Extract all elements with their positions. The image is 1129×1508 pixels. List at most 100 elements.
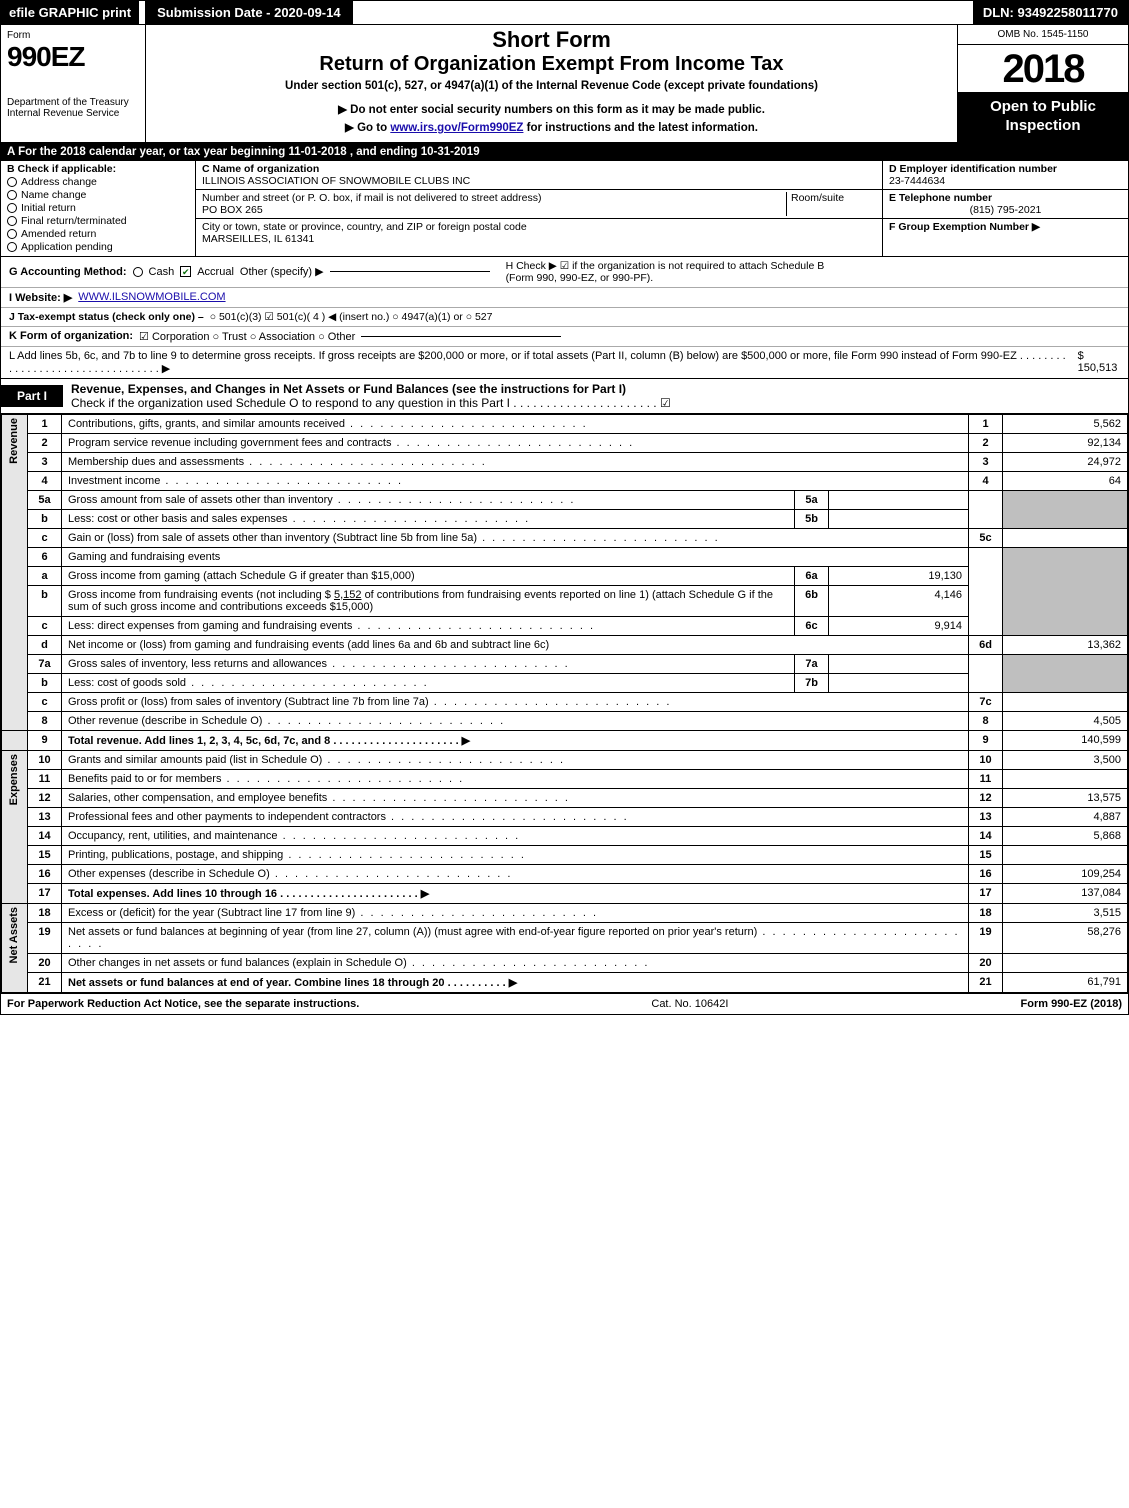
gray-6-amt [1003,547,1128,635]
table-row: b Gross income from fundraising events (… [2,585,1128,616]
table-row: Revenue 1 Contributions, gifts, grants, … [2,414,1128,433]
table-row: 15 Printing, publications, postage, and … [2,845,1128,864]
col-2: 2 [969,433,1003,452]
website-link[interactable]: WWW.ILSNOWMOBILE.COM [78,291,225,303]
g-accrual-check[interactable] [180,266,191,277]
k-opts: ☑ Corporation ○ Trust ○ Association ○ Ot… [139,330,355,343]
amt-9: 140,599 [1003,730,1128,750]
desc-1: Contributions, gifts, grants, and simila… [68,418,588,430]
desc-15: Printing, publications, postage, and shi… [68,849,526,861]
ln-18: 18 [28,903,62,922]
org-street: PO BOX 265 [202,204,263,216]
ein-value: 23-7444634 [889,175,945,187]
line-h: H Check ▶ ☑ if the organization is not r… [496,260,836,284]
ln-5a: 5a [28,490,62,509]
open-to-public: Open to Public Inspection [958,92,1128,142]
iamt-7a [829,654,969,673]
col-12: 12 [969,788,1003,807]
col-9: 9 [969,730,1003,750]
gray-5-amt [1003,490,1128,528]
gray-7-amt [1003,654,1128,692]
g-cash: Cash [149,266,175,278]
iamt-5b [829,509,969,528]
amt-3: 24,972 [1003,452,1128,471]
amt-17: 137,084 [1003,883,1128,903]
warning-ssn: ▶ Do not enter social security numbers o… [152,102,951,116]
desc-2: Program service revenue including govern… [68,437,634,449]
desc-3: Membership dues and assessments [68,456,487,468]
desc-17: Total expenses. Add lines 10 through 16 … [68,888,429,900]
g-other-blank[interactable] [330,271,490,272]
ln-13: 13 [28,807,62,826]
ilbl-7b: 7b [795,673,829,692]
fundraising-amt: 5,152 [334,589,362,601]
j-opts: ○ 501(c)(3) ☑ 501(c)( 4 ) ◀ (insert no.)… [210,311,493,323]
tax-year: 2018 [958,45,1128,92]
ln-6c: c [28,616,62,635]
col-21: 21 [969,972,1003,992]
iamt-6c: 9,914 [829,616,969,635]
amt-10: 3,500 [1003,750,1128,769]
desc-7c: Gross profit or (loss) from sales of inv… [68,696,671,708]
ilbl-6b: 6b [795,585,829,616]
ilbl-7a: 7a [795,654,829,673]
period-mid: , and ending [350,146,421,158]
desc-6d: Net income or (loss) from gaming and fun… [62,635,969,654]
part1-check-line: Check if the organization used Schedule … [71,396,671,410]
table-row: 17 Total expenses. Add lines 10 through … [2,883,1128,903]
f-label: F Group Exemption Number ▶ [889,221,1040,233]
irs-link[interactable]: www.irs.gov/Form990EZ [390,122,523,134]
title-return: Return of Organization Exempt From Incom… [152,53,951,76]
chk-amended-return[interactable]: Amended return [7,228,189,240]
j-label: J Tax-exempt status (check only one) – [9,311,204,323]
col-5c: 5c [969,528,1003,547]
ln-20: 20 [28,953,62,972]
col-3: 3 [969,452,1003,471]
ln-16: 16 [28,864,62,883]
col-20: 20 [969,953,1003,972]
ln-5b: b [28,509,62,528]
ln-11: 11 [28,769,62,788]
col-11: 11 [969,769,1003,788]
period-a: A For the 2018 calendar year, or tax yea… [7,146,288,158]
table-row: c Gain or (loss) from sale of assets oth… [2,528,1128,547]
goto-pre: ▶ Go to [345,122,390,134]
subtitle-code: Under section 501(c), 527, or 4947(a)(1)… [152,80,951,92]
page-footer: For Paperwork Reduction Act Notice, see … [1,993,1128,1014]
g-cash-circle[interactable] [133,267,143,277]
c-city-label: City or town, state or province, country… [202,221,527,233]
desc-5b: Less: cost or other basis and sales expe… [68,513,530,525]
c-name-label: C Name of organization [202,163,319,175]
c-street-label: Number and street (or P. O. box, if mail… [202,192,541,204]
table-row: 11 Benefits paid to or for members 11 [2,769,1128,788]
ln-6b: b [28,585,62,616]
chk-name-change[interactable]: Name change [7,189,189,201]
line-l: L Add lines 5b, 6c, and 7b to line 9 to … [1,347,1128,378]
table-row: d Net income or (loss) from gaming and f… [2,635,1128,654]
dln-label: DLN: 93492258011770 [973,1,1128,24]
k-other-blank[interactable] [361,336,561,337]
part1-table: Revenue 1 Contributions, gifts, grants, … [1,414,1128,993]
col-16: 16 [969,864,1003,883]
iamt-6b: 4,146 [829,585,969,616]
line-j: J Tax-exempt status (check only one) – ○… [1,308,1128,327]
chk-final-return[interactable]: Final return/terminated [7,215,189,227]
ln-19: 19 [28,922,62,953]
efile-label[interactable]: efile GRAPHIC print [1,1,139,24]
part1-title: Revenue, Expenses, and Changes in Net As… [71,382,626,396]
chk-initial-return[interactable]: Initial return [7,202,189,214]
ilbl-5a: 5a [795,490,829,509]
desc-13: Professional fees and other payments to … [68,811,629,823]
ilbl-6c: 6c [795,616,829,635]
desc-7a: Gross sales of inventory, less returns a… [68,658,570,670]
amt-6d: 13,362 [1003,635,1128,654]
table-row: a Gross income from gaming (attach Sched… [2,566,1128,585]
table-row: 8 Other revenue (describe in Schedule O)… [2,711,1128,730]
chk-address-change[interactable]: Address change [7,176,189,188]
desc-10: Grants and similar amounts paid (list in… [68,754,565,766]
ln-6a: a [28,566,62,585]
col-19: 19 [969,922,1003,953]
part1-tag: Part I [1,385,63,407]
amt-5c [1003,528,1128,547]
chk-application-pending[interactable]: Application pending [7,241,189,253]
